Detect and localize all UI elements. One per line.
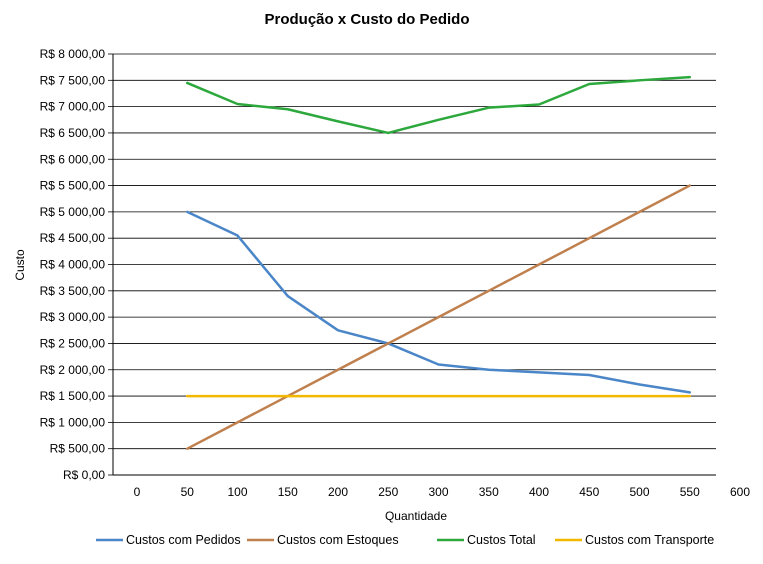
y-tick-label: R$ 3 000,00	[40, 310, 106, 324]
x-tick-label: 500	[629, 485, 649, 499]
x-tick-label: 600	[730, 485, 750, 499]
x-tick-label: 100	[227, 485, 247, 499]
y-tick-label: R$ 1 500,00	[40, 389, 106, 403]
series-line-0	[186, 210, 691, 394]
y-tick-label: R$ 8 000,00	[40, 47, 106, 61]
x-tick-label: 250	[378, 485, 398, 499]
legend-label: Custos com Pedidos	[126, 533, 241, 547]
x-tick-label: 0	[134, 485, 141, 499]
y-tick-label: R$ 5 000,00	[40, 205, 106, 219]
y-axis-label: Custo	[13, 249, 27, 281]
x-axis-label: Quantidade	[385, 509, 447, 523]
x-tick-label: 400	[529, 485, 549, 499]
y-tick-label: R$ 2 000,00	[40, 363, 106, 377]
x-tick-label: 300	[428, 485, 448, 499]
y-tick-label: R$ 0,00	[63, 468, 105, 482]
y-tick-label: R$ 2 500,00	[40, 336, 106, 350]
x-tick-label: 50	[181, 485, 195, 499]
y-tick-label: R$ 7 500,00	[40, 73, 106, 87]
legend-label: Custos com Estoques	[277, 533, 399, 547]
series-line-2	[186, 75, 691, 135]
x-tick-label: 200	[328, 485, 348, 499]
y-tick-label: R$ 1 000,00	[40, 415, 106, 429]
x-tick-label: 450	[579, 485, 599, 499]
chart-title: Produção x Custo do Pedido	[264, 11, 469, 28]
y-tick-labels: R$ 0,00 R$ 500,00 R$ 1 000,00 R$ 1 500,00 R$…	[40, 47, 106, 482]
y-tick-label: R$ 6 000,00	[40, 152, 106, 166]
y-tick-label: R$ 4 500,00	[40, 231, 106, 245]
y-tick-label: R$ 7 000,00	[40, 100, 106, 114]
legend: Custos com Pedidos Custos com Estoques Cus…	[96, 533, 714, 547]
legend-label: Custos Total	[467, 533, 536, 547]
y-tick-label: R$ 500,00	[50, 442, 106, 456]
y-tick-label: R$ 4 000,00	[40, 258, 106, 272]
gridlines	[108, 53, 716, 476]
y-tick-label: R$ 3 500,00	[40, 284, 106, 298]
legend-label: Custos com Transporte	[585, 533, 714, 547]
x-tick-label: 550	[680, 485, 700, 499]
x-tick-label: 350	[479, 485, 499, 499]
x-tick-labels: 0 50 100 150 200 250 300 350 400 450 500 550 600	[134, 485, 751, 499]
x-tick-label: 150	[278, 485, 298, 499]
y-tick-label: R$ 6 500,00	[40, 126, 106, 140]
series-lines	[186, 75, 691, 450]
y-tick-label: R$ 5 500,00	[40, 179, 106, 193]
